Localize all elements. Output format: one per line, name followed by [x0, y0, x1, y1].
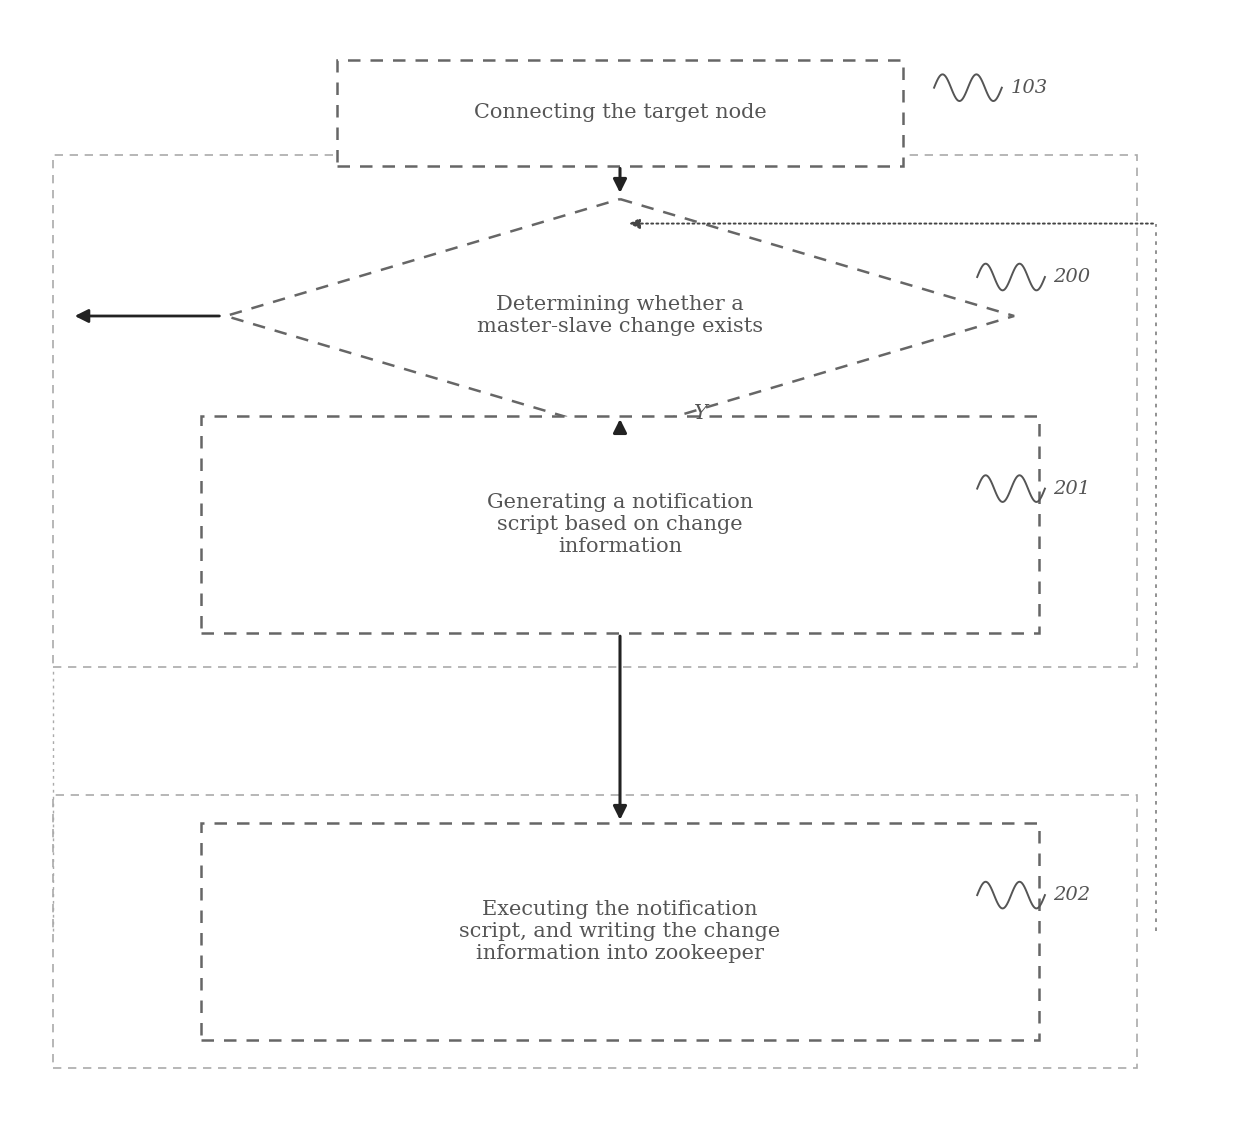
Text: Generating a notification
script based on change
information: Generating a notification script based o… [487, 494, 753, 557]
Text: 201: 201 [1054, 479, 1091, 498]
Bar [53, 794, 1137, 1068]
Polygon shape [226, 199, 1014, 433]
Text: 200: 200 [1054, 268, 1091, 286]
Bar [337, 59, 903, 166]
Bar [201, 822, 1039, 1040]
Bar [201, 416, 1039, 634]
Text: Executing the notification
script, and writing the change
information into zooke: Executing the notification script, and w… [459, 900, 781, 963]
Bar [53, 155, 1137, 666]
Text: Y: Y [694, 404, 708, 423]
Text: 103: 103 [1011, 79, 1048, 96]
Text: Determining whether a
master-slave change exists: Determining whether a master-slave chang… [477, 295, 763, 337]
Text: 202: 202 [1054, 886, 1091, 904]
Text: Connecting the target node: Connecting the target node [474, 103, 766, 122]
